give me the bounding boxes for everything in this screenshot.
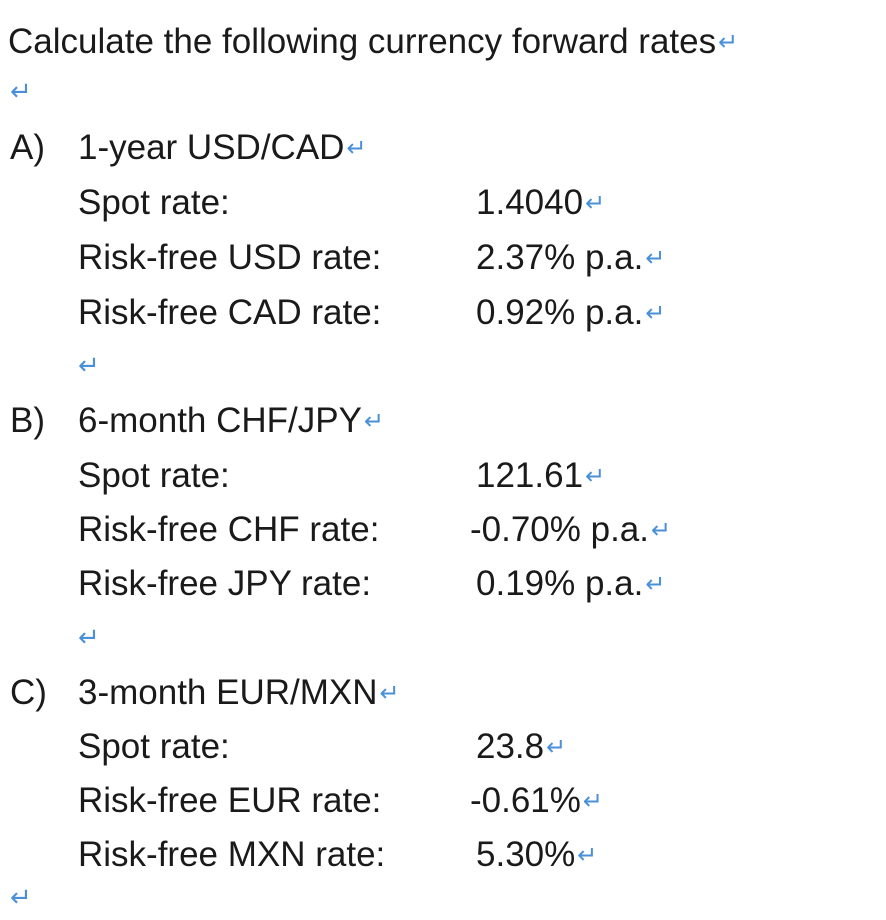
cad-rate-label: Risk-free CAD rate: <box>78 293 382 332</box>
spot-rate-label: Spot rate: <box>78 183 230 222</box>
section-c-heading[interactable]: 3-month EUR/MXN↵ <box>78 673 400 717</box>
paragraph-mark-icon: ↵ <box>651 517 672 544</box>
spot-rate-label: Spot rate: <box>78 727 230 766</box>
empty-paragraph[interactable]: ↵ <box>78 618 100 660</box>
section-c-letter: C) <box>10 673 47 712</box>
paragraph-mark-icon: ↵ <box>363 408 385 435</box>
paragraph-mark-icon: ↵ <box>346 135 367 162</box>
cad-rate-value[interactable]: 0.92% p.a.↵ <box>476 293 665 337</box>
paragraph-mark-icon: ↵ <box>78 350 100 380</box>
jpy-rate-label: Risk-free JPY rate: <box>78 564 372 603</box>
paragraph-mark-icon: ↵ <box>585 463 606 490</box>
paragraph-mark-icon: ↵ <box>718 29 739 56</box>
value-text: 23.8 <box>476 727 545 766</box>
spot-rate-value[interactable]: 23.8↵ <box>476 727 566 771</box>
paragraph-mark-icon: ↵ <box>78 622 100 652</box>
spot-rate-label: Spot rate: <box>78 456 230 495</box>
jpy-rate-value[interactable]: 0.19% p.a.↵ <box>476 564 665 608</box>
chf-rate-label: Risk-free CHF rate: <box>78 510 380 549</box>
paragraph-mark-icon: ↵ <box>585 190 606 217</box>
section-heading-text: 1-year USD/CAD <box>78 128 345 167</box>
value-text: -0.61% <box>470 781 581 820</box>
value-text: -0.70% p.a. <box>470 510 649 549</box>
paragraph-mark-icon: ↵ <box>10 882 32 912</box>
value-text: 0.19% p.a. <box>476 564 644 603</box>
usd-rate-label: Risk-free USD rate: <box>78 238 382 277</box>
value-text: 0.92% p.a. <box>476 293 644 332</box>
mxn-rate-label: Risk-free MXN rate: <box>78 835 386 874</box>
section-heading-text: 3-month EUR/MXN <box>78 673 378 712</box>
title-text: Calculate the following currency forward… <box>8 22 717 61</box>
paragraph-mark-icon: ↵ <box>582 788 604 815</box>
section-a-letter: A) <box>10 128 45 167</box>
paragraph-mark-icon: ↵ <box>577 842 598 869</box>
document-title[interactable]: Calculate the following currency forward… <box>8 22 738 66</box>
empty-paragraph[interactable]: ↵ <box>78 346 100 388</box>
paragraph-mark-icon: ↵ <box>645 571 666 598</box>
section-b-heading[interactable]: 6-month CHF/JPY↵ <box>78 401 384 445</box>
value-text: 2.37% p.a. <box>476 238 644 277</box>
paragraph-mark-icon: ↵ <box>546 734 567 761</box>
mxn-rate-value[interactable]: 5.30%↵ <box>476 835 597 879</box>
value-text: 1.4040 <box>476 183 584 222</box>
eur-rate-value[interactable]: -0.61%↵ <box>470 781 603 825</box>
spot-rate-value[interactable]: 1.4040↵ <box>476 183 605 227</box>
chf-rate-value[interactable]: -0.70% p.a.↵ <box>470 510 671 554</box>
empty-paragraph[interactable]: ↵ <box>10 72 32 114</box>
usd-rate-value[interactable]: 2.37% p.a.↵ <box>476 238 665 282</box>
value-text: 121.61 <box>476 456 584 495</box>
paragraph-mark-icon: ↵ <box>379 680 400 707</box>
section-b-letter: B) <box>10 401 45 440</box>
spot-rate-value[interactable]: 121.61↵ <box>476 456 605 500</box>
paragraph-mark-icon: ↵ <box>645 245 666 272</box>
paragraph-mark-icon: ↵ <box>645 300 666 327</box>
section-a-heading[interactable]: 1-year USD/CAD↵ <box>78 128 367 172</box>
section-heading-text: 6-month CHF/JPY <box>78 401 362 440</box>
eur-rate-label: Risk-free EUR rate: <box>78 781 382 820</box>
value-text: 5.30% <box>476 835 576 874</box>
empty-paragraph[interactable]: ↵ <box>10 878 32 920</box>
paragraph-mark-icon: ↵ <box>10 76 32 106</box>
